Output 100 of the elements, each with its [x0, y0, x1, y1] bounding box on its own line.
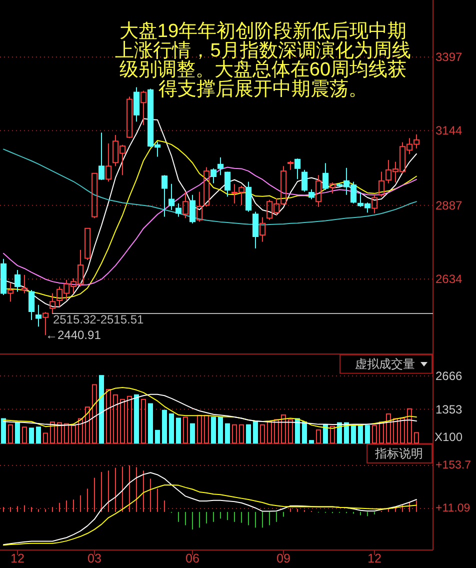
bar [210, 416, 216, 444]
bar [120, 398, 125, 444]
candlestick [196, 191, 203, 222]
bar [238, 424, 244, 444]
bar [162, 410, 167, 444]
candlestick [84, 228, 91, 261]
candlestick [140, 90, 147, 126]
line-series [3, 394, 417, 426]
candlestick [7, 282, 14, 302]
bar [274, 419, 279, 444]
bar [98, 375, 104, 444]
x-tick-label: 06 [186, 552, 200, 566]
candlestick [168, 183, 175, 211]
candlestick [49, 292, 56, 314]
bar [308, 440, 314, 444]
candlestick [259, 216, 266, 242]
candlestick [175, 202, 182, 218]
candlestick [42, 312, 49, 336]
bar [358, 425, 363, 444]
bar [182, 416, 188, 444]
x-tick-label: 09 [276, 552, 290, 566]
candlestick [14, 269, 21, 292]
bar [350, 425, 356, 444]
x-tick-label: 03 [88, 552, 102, 566]
y-tick-label: +11.09 [436, 502, 470, 515]
x-tick-label: 12 [10, 552, 24, 566]
candlestick [287, 160, 294, 170]
bar [134, 394, 139, 444]
candlestick [378, 171, 384, 198]
bar [176, 418, 181, 444]
line-series [3, 472, 417, 546]
y-tick-label: 2887 [436, 198, 463, 212]
bar [126, 396, 132, 444]
candlestick [91, 172, 98, 219]
annotation: ←2440.91 [46, 328, 102, 342]
candlestick [252, 211, 259, 249]
candlestick [371, 194, 378, 214]
chart-title: 指标说明 [374, 446, 423, 461]
candlestick [329, 182, 336, 194]
bar [70, 425, 76, 444]
bar [322, 424, 328, 444]
bar [15, 422, 20, 444]
candlestick [217, 156, 224, 176]
candlestick [294, 158, 301, 180]
bar [288, 419, 293, 444]
bar [1, 418, 6, 444]
bar [246, 424, 251, 444]
bar [168, 413, 174, 444]
bar [400, 418, 405, 444]
y-tick-label: 2634 [436, 272, 463, 286]
bar [364, 425, 370, 444]
bar [78, 418, 83, 444]
bar [43, 432, 48, 444]
candlestick [28, 290, 35, 320]
candlestick [161, 174, 168, 218]
bar [22, 426, 27, 444]
bar [218, 416, 223, 444]
candlestick [98, 132, 105, 181]
line-series [3, 166, 417, 286]
candlestick [189, 194, 196, 224]
candlestick [133, 86, 140, 122]
candlestick [35, 304, 42, 328]
bar [140, 398, 146, 444]
bar [302, 422, 307, 444]
bar [316, 429, 321, 444]
bar [84, 406, 90, 444]
bar [56, 422, 62, 444]
candlestick [126, 96, 133, 139]
line-series [3, 148, 417, 226]
bar [64, 423, 69, 444]
bar [204, 414, 209, 444]
candlestick [182, 191, 189, 219]
bar [196, 414, 202, 444]
chart-title: 虚拟成交量 [355, 357, 415, 371]
bar [260, 424, 265, 444]
candlestick [21, 274, 28, 294]
annotation: 2515.32-2515.51 [52, 312, 144, 326]
y-tick-label: 3397 [436, 50, 463, 64]
candlestick [315, 174, 322, 208]
bar [106, 389, 111, 444]
y-tick-label: 2666 [436, 368, 463, 383]
candlestick [301, 169, 308, 192]
bar [36, 426, 41, 444]
candlestick [210, 168, 217, 184]
bar [280, 414, 286, 444]
bar [266, 421, 272, 444]
line-series [3, 387, 417, 429]
bar [414, 432, 419, 444]
bar [372, 425, 377, 444]
bar [252, 421, 258, 444]
candlestick [224, 171, 231, 198]
bar [406, 408, 412, 444]
candlestick [105, 142, 112, 182]
candlestick [322, 162, 328, 190]
bar [294, 418, 300, 444]
y-tick-label: 3144 [436, 124, 463, 138]
bar [330, 426, 335, 444]
y-axis-title: X100 [434, 430, 463, 444]
x-tick-label: 12 [368, 552, 382, 566]
bar [50, 422, 55, 444]
